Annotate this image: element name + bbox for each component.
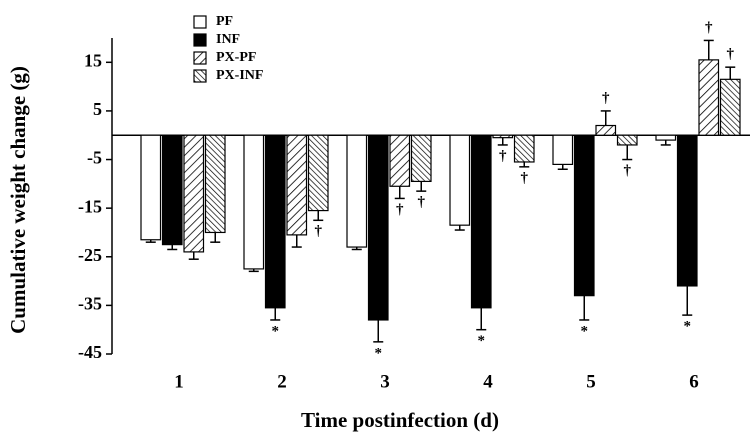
y-tick-label: -25 bbox=[78, 245, 102, 265]
annotation: * bbox=[478, 333, 486, 349]
annotation: * bbox=[684, 319, 692, 335]
annotation: † bbox=[396, 202, 404, 218]
annotation: † bbox=[418, 195, 426, 211]
y-tick-label: -45 bbox=[78, 342, 102, 362]
annotation: † bbox=[727, 47, 735, 63]
error-bar bbox=[270, 307, 281, 321]
bar bbox=[161, 134, 183, 246]
bar bbox=[513, 134, 535, 163]
error-bar bbox=[600, 110, 611, 126]
error-bar bbox=[660, 140, 671, 146]
x-tick-label: 1 bbox=[174, 371, 184, 392]
error-bar bbox=[373, 319, 384, 343]
y-tick-label: 5 bbox=[93, 99, 102, 119]
bar bbox=[698, 59, 720, 136]
y-tick-label: -5 bbox=[87, 148, 102, 168]
bar bbox=[676, 134, 698, 287]
annotation: † bbox=[499, 148, 507, 164]
bar bbox=[389, 134, 411, 187]
bar bbox=[140, 134, 162, 241]
error-bar bbox=[210, 232, 221, 243]
bar bbox=[449, 134, 471, 226]
bar bbox=[573, 134, 595, 297]
error-bar bbox=[167, 244, 178, 251]
annotation: † bbox=[602, 90, 610, 106]
annotation: † bbox=[705, 20, 713, 36]
error-bar bbox=[476, 307, 487, 331]
error-bar bbox=[497, 137, 508, 146]
error-bar bbox=[703, 39, 714, 60]
bar bbox=[719, 78, 741, 136]
bar bbox=[243, 134, 265, 270]
error-bar bbox=[579, 295, 590, 321]
annotation: † bbox=[624, 163, 632, 179]
error-bar bbox=[682, 285, 693, 316]
error-bar bbox=[313, 210, 324, 222]
y-tick-label: -15 bbox=[78, 196, 102, 216]
bar bbox=[410, 134, 432, 183]
error-bar bbox=[416, 181, 427, 192]
annotation: * bbox=[581, 323, 589, 339]
error-bar bbox=[351, 247, 362, 251]
y-tick-label: -35 bbox=[78, 294, 102, 314]
annotation: * bbox=[375, 345, 383, 361]
error-bar bbox=[725, 66, 736, 80]
legend-swatch bbox=[193, 33, 207, 47]
bar bbox=[367, 134, 389, 321]
legend-swatch bbox=[193, 69, 207, 83]
legend-swatch bbox=[193, 15, 207, 29]
legend-label: PF bbox=[216, 14, 233, 29]
bar bbox=[492, 134, 514, 139]
error-bar bbox=[454, 225, 465, 231]
x-tick-label: 6 bbox=[689, 371, 699, 392]
error-bar bbox=[145, 239, 156, 243]
y-tick-label: 15 bbox=[84, 50, 102, 70]
error-bar bbox=[622, 144, 633, 161]
x-tick-label: 2 bbox=[277, 371, 287, 392]
bar bbox=[286, 134, 308, 236]
error-bar bbox=[188, 251, 199, 260]
error-bar bbox=[557, 164, 568, 171]
legend-swatch bbox=[193, 51, 207, 65]
error-bar bbox=[291, 234, 302, 248]
legend-label: INF bbox=[216, 32, 240, 47]
bar bbox=[307, 134, 329, 212]
x-tick-label: 4 bbox=[483, 371, 493, 392]
bar bbox=[470, 134, 492, 309]
error-bar bbox=[519, 161, 530, 168]
bar bbox=[655, 134, 677, 141]
bar bbox=[346, 134, 368, 248]
bar bbox=[204, 134, 226, 234]
annotation: † bbox=[521, 170, 529, 186]
x-tick-label: 3 bbox=[380, 371, 390, 392]
error-bar bbox=[248, 268, 259, 273]
error-bar bbox=[394, 186, 405, 200]
bar bbox=[552, 134, 574, 166]
x-axis-label: Time postinfection (d) bbox=[301, 408, 499, 432]
legend-label: PX-INF bbox=[216, 68, 263, 83]
y-axis-label: Cumulative weight change (g) bbox=[6, 66, 30, 334]
bar bbox=[616, 134, 638, 146]
annotation: † bbox=[315, 224, 323, 240]
bar bbox=[183, 134, 205, 253]
annotation: * bbox=[272, 323, 280, 339]
x-tick-label: 5 bbox=[586, 371, 596, 392]
bar bbox=[595, 124, 617, 136]
bar bbox=[264, 134, 286, 309]
legend-label: PX-PF bbox=[216, 50, 256, 65]
